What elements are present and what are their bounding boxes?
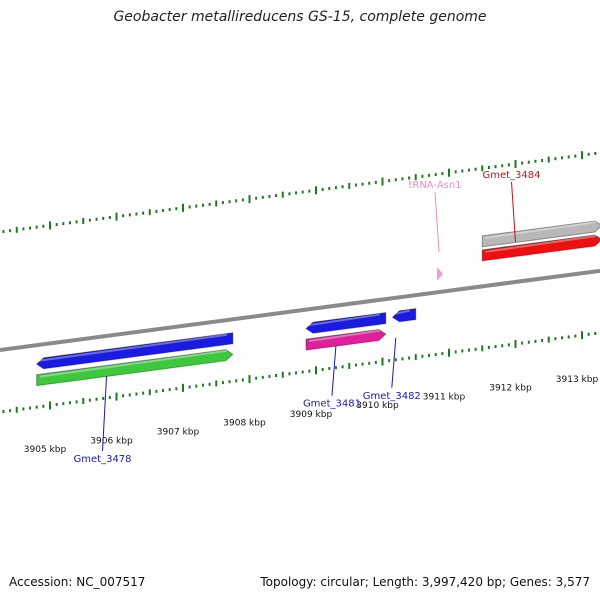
scale-label: 3908 kbp — [223, 419, 266, 429]
scale-label: 3910 kbp — [356, 401, 399, 411]
scale-label: 3912 kbp — [489, 384, 532, 394]
gene-magenta-3481-shine — [308, 329, 380, 343]
label-leader — [511, 181, 516, 242]
gene-blue-3478 — [35, 332, 234, 370]
feature-label: tRNA-Asn1 — [408, 180, 461, 191]
label-leader — [391, 337, 397, 388]
gene-magenta-3481 — [305, 328, 387, 351]
label-leader — [331, 345, 337, 396]
gene-grey-3484-shine — [485, 221, 597, 239]
feature-label: Gmet_3478 — [74, 454, 132, 465]
gene-green-3478 — [36, 349, 234, 387]
scale-label: 3911 kbp — [423, 392, 466, 402]
gene-green-3478-shine — [39, 349, 228, 378]
scale-label: 3913 kbp — [556, 375, 599, 385]
scale-label: 3909 kbp — [290, 410, 333, 420]
page-title: Geobacter metallireducens GS-15, complet… — [113, 9, 487, 25]
label-leader — [102, 375, 108, 451]
gene-blue-3481 — [305, 312, 387, 334]
feature-label: Gmet_3481 — [303, 399, 361, 410]
genome-summary: Topology: circular; Length: 3,997,420 bp… — [260, 575, 590, 589]
scale-label-layer: 3905 kbp 3906 kbp 3907 kbp 3908 kbp 3909 kbp… — [24, 375, 599, 455]
gene-blue-3482 — [391, 308, 417, 323]
inner-tick-track — [2, 331, 597, 414]
gene-red-3484-shine — [485, 235, 597, 253]
gene-grey-3484 — [481, 220, 600, 248]
backbone-track — [0, 268, 600, 352]
feature-label: Gmet_3484 — [482, 170, 540, 181]
gene-blue-3481-shine — [308, 313, 380, 327]
outer-tick-track — [2, 151, 597, 234]
feature-label: Gmet_3482 — [363, 391, 421, 402]
scale-label: 3906 kbp — [90, 436, 133, 446]
scale-label: 3907 kbp — [157, 428, 200, 438]
trna-marker — [437, 267, 444, 282]
label-leader — [434, 192, 440, 253]
scale-label: 3905 kbp — [24, 445, 67, 455]
gene-blue-3482-shine — [395, 309, 410, 315]
gene-red-3484 — [481, 234, 600, 262]
accession-label: Accession: NC_007517 — [9, 575, 146, 589]
feature-layer — [35, 220, 600, 387]
backbone-line — [0, 268, 600, 352]
gene-blue-3478-shine — [39, 333, 228, 362]
